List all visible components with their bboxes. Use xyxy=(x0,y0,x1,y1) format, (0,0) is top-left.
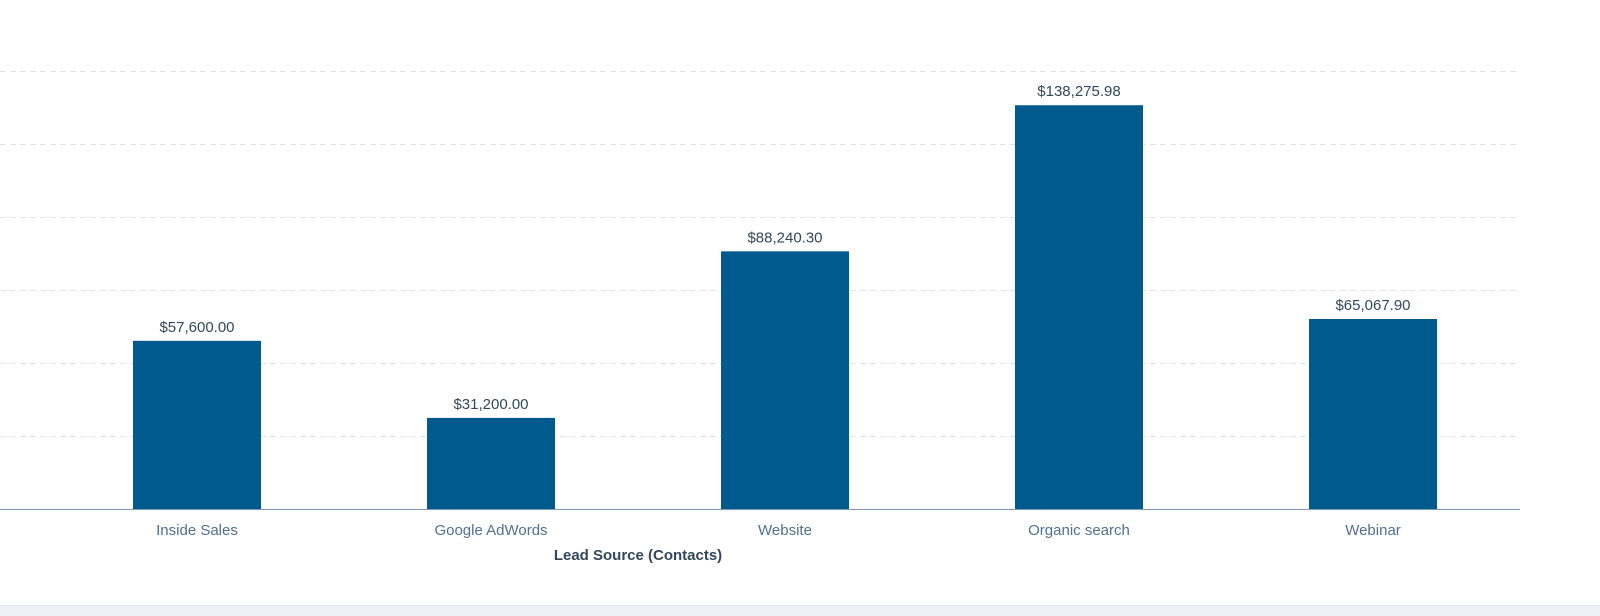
bar-value-label: $65,067.90 xyxy=(1335,297,1410,314)
bar[interactable] xyxy=(1015,105,1143,510)
data-labels: $57,600.00 $31,200.00 $88,240.30 $138,275.9… xyxy=(159,83,1410,413)
x-tick-label: Organic search xyxy=(1028,522,1130,539)
x-tick-label: Webinar xyxy=(1345,522,1401,539)
footer-strip xyxy=(0,605,1600,616)
x-axis-title: Lead Source (Contacts) xyxy=(554,547,722,564)
x-axis-tick-labels: Inside Sales Google AdWords Website Organic… xyxy=(156,522,1401,539)
bar-value-label: $31,200.00 xyxy=(453,396,528,413)
bar[interactable] xyxy=(427,417,555,509)
bar-value-label: $57,600.00 xyxy=(159,319,234,336)
bar[interactable] xyxy=(133,340,261,509)
x-tick-label: Inside Sales xyxy=(156,522,238,539)
bar[interactable] xyxy=(1309,319,1437,509)
bar[interactable] xyxy=(721,251,849,509)
x-tick-label: Google AdWords xyxy=(434,522,547,539)
bars xyxy=(133,105,1437,510)
bar-value-label: $88,240.30 xyxy=(747,229,822,246)
bar-value-label: $138,275.98 xyxy=(1037,83,1120,100)
x-tick-label: Website xyxy=(758,522,812,539)
